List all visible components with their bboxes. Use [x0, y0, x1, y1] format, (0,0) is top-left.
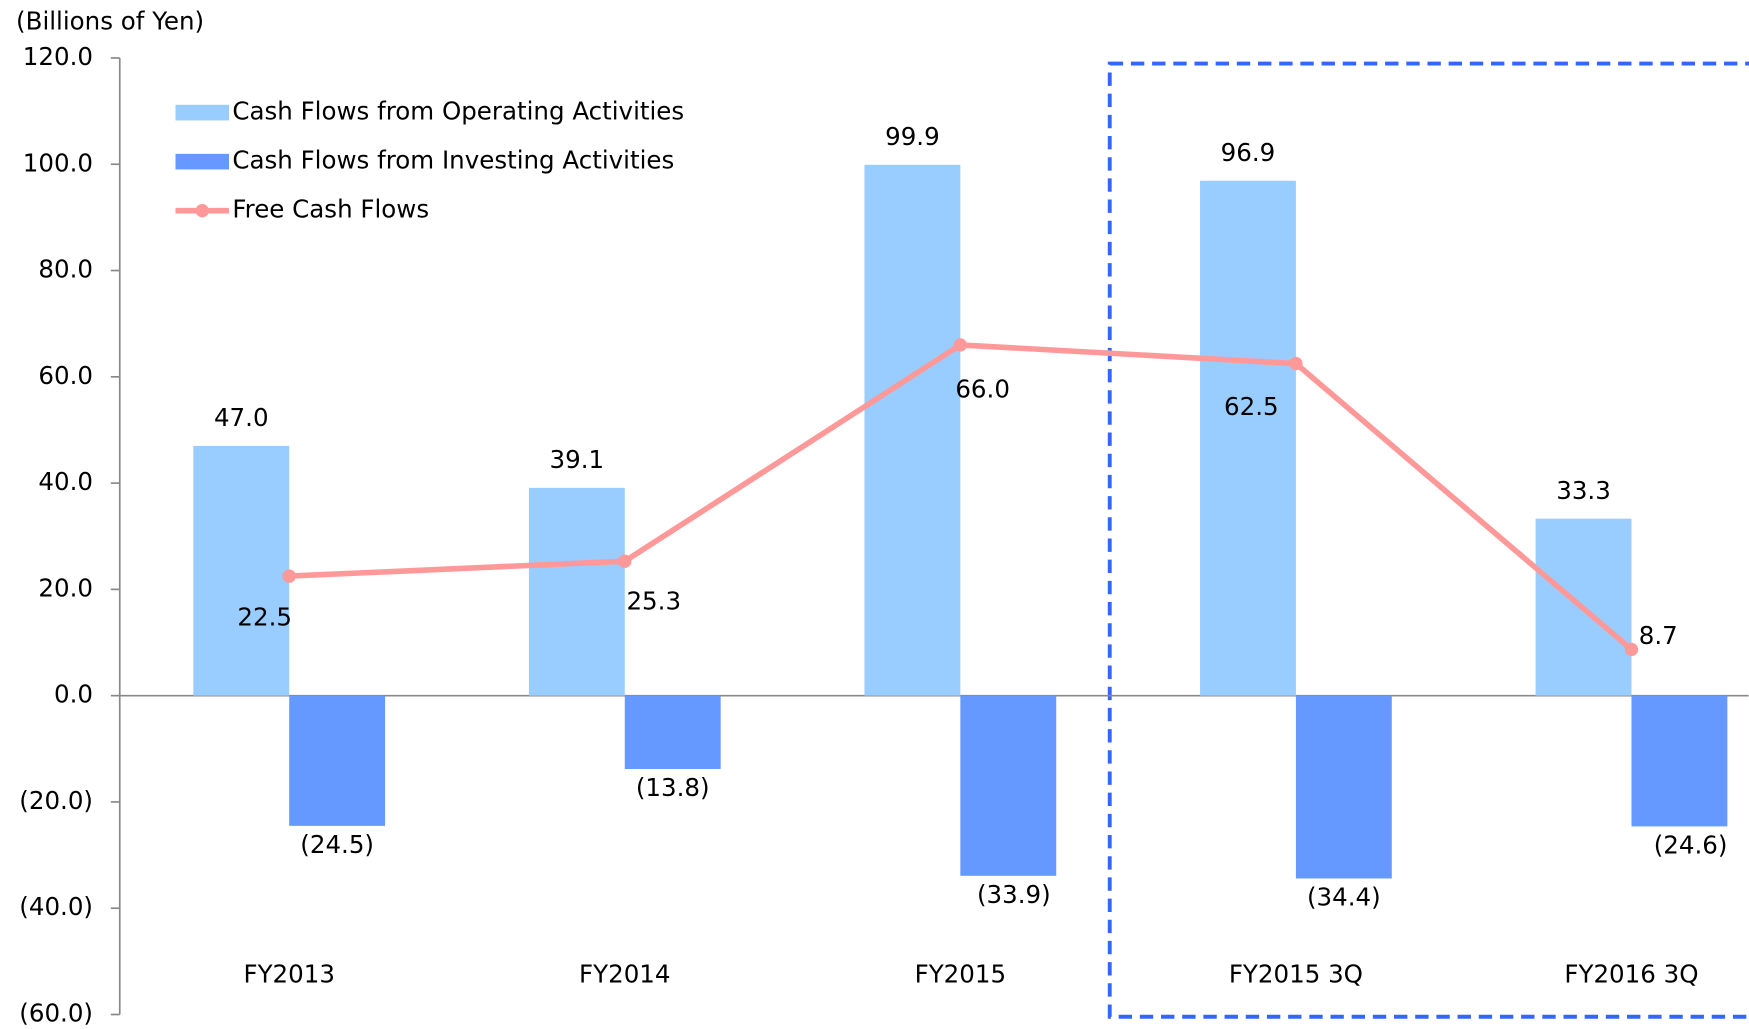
line-point: [282, 569, 296, 583]
legend-label: Cash Flows from Investing Activities: [232, 146, 674, 175]
bar: [528, 487, 625, 696]
value-label: 33.3: [1556, 476, 1611, 505]
value-label: (13.8): [636, 773, 710, 802]
y-tick-label: 0.0: [54, 680, 93, 709]
y-tick-label: 120.0: [23, 42, 93, 71]
bar: [864, 164, 961, 696]
value-label: 47.0: [214, 403, 269, 432]
y-tick-label: (20.0): [19, 786, 93, 815]
value-label: 8.7: [1639, 621, 1678, 650]
bar: [1631, 695, 1728, 827]
bar: [960, 695, 1057, 876]
value-label: 62.5: [1224, 392, 1279, 421]
line-point: [618, 554, 632, 568]
highlight-box: [1107, 61, 1749, 1019]
value-label: 22.5: [237, 602, 292, 631]
y-tick-label: 60.0: [38, 361, 93, 390]
legend-swatch: [195, 204, 209, 218]
value-label: 99.9: [885, 122, 940, 151]
y-tick-label: 20.0: [38, 573, 93, 602]
legend-swatch: [175, 104, 230, 121]
y-tick-label: 80.0: [38, 255, 93, 284]
bar: [1200, 180, 1296, 696]
y-tick-label: (40.0): [19, 892, 93, 921]
y-axis-label: (Billions of Yen): [16, 6, 204, 35]
value-label: 39.1: [550, 445, 605, 474]
value-label: 96.9: [1221, 138, 1276, 167]
y-tick-label: 40.0: [38, 467, 93, 496]
x-tick-label: FY2014: [579, 959, 670, 988]
value-label: (34.4): [1307, 883, 1381, 912]
value-label: (24.6): [1654, 830, 1728, 859]
legend-swatch: [175, 153, 230, 170]
x-tick-label: FY2015 3Q: [1229, 959, 1363, 988]
x-tick-label: FY2015: [915, 959, 1006, 988]
y-tick-label: 100.0: [23, 148, 93, 177]
value-label: 25.3: [626, 586, 681, 615]
x-tick-label: FY2013: [243, 959, 334, 988]
value-label: (24.5): [300, 830, 374, 859]
bar: [1295, 695, 1392, 879]
value-label: (33.9): [977, 880, 1051, 909]
legend-label: Free Cash Flows: [232, 195, 429, 224]
line-point: [953, 338, 968, 352]
y-tick-label: (60.0): [19, 999, 93, 1028]
legend-label: Cash Flows from Operating Activities: [232, 97, 684, 126]
bar: [193, 445, 290, 696]
bar: [624, 695, 721, 769]
bar: [289, 695, 386, 826]
line-point: [1289, 356, 1303, 371]
x-tick-label: FY2016 3Q: [1564, 959, 1698, 988]
value-label: 66.0: [955, 375, 1010, 404]
line-point: [1624, 642, 1639, 657]
